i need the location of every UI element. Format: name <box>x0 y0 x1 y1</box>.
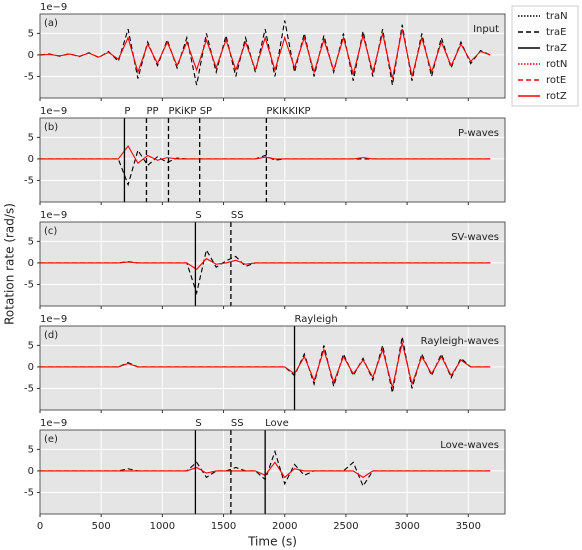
x-tick-label: 0 <box>37 521 43 532</box>
plot-frame <box>39 13 506 99</box>
phase-label: S <box>195 418 201 429</box>
x-tick-label: 3500 <box>456 521 481 532</box>
legend-label: rotZ <box>546 91 567 102</box>
y-tick-label: 5 <box>28 236 34 247</box>
phase-label: SS <box>231 418 244 429</box>
plot-frame <box>39 429 506 515</box>
plot-area <box>40 430 505 514</box>
y-axis-label: Rotation rate (rad/s) <box>3 203 17 325</box>
phase-label: SS <box>231 210 244 221</box>
panel-title: Love-waves <box>440 440 499 451</box>
legend-box <box>511 5 579 107</box>
offset-text: 1e−9 <box>40 418 67 429</box>
legend-label: traE <box>546 27 566 38</box>
panel-title: Rayleigh-waves <box>421 336 499 347</box>
legend-label: traN <box>546 11 568 22</box>
x-tick-label: 1000 <box>150 521 175 532</box>
phase-label: PKIKKIKP <box>266 106 310 117</box>
waveform <box>40 342 491 388</box>
y-tick-label: 5 <box>28 340 34 351</box>
y-tick-label: 5 <box>28 132 34 143</box>
legend-label: rotE <box>546 75 566 86</box>
plot-frame <box>39 117 506 203</box>
phase-label: SP <box>200 106 212 117</box>
y-tick-label: -5 <box>24 71 34 82</box>
panel-label: (b) <box>44 122 58 133</box>
phase-label: S <box>195 210 201 221</box>
y-tick-label: -5 <box>24 383 34 394</box>
x-axis-label: Time (s) <box>247 535 297 549</box>
panel-label: (c) <box>44 226 57 237</box>
legend-label: traZ <box>546 43 567 54</box>
offset-text: 1e−9 <box>40 210 67 221</box>
plot-area <box>40 326 505 410</box>
y-tick-label: 5 <box>28 28 34 39</box>
phase-label: PP <box>146 106 158 117</box>
y-tick-label: 5 <box>28 444 34 455</box>
panel-title: Input <box>473 24 499 35</box>
panel-label: (d) <box>44 330 58 341</box>
panel-label: (e) <box>44 434 58 445</box>
plot-area <box>40 118 505 202</box>
phase-label: Love <box>265 418 289 429</box>
offset-text: 1e−9 <box>40 106 67 117</box>
phase-label: P <box>124 106 130 117</box>
x-tick-label: 2000 <box>272 521 297 532</box>
plot-area <box>40 222 505 306</box>
y-tick-label: 0 <box>28 362 34 373</box>
x-tick-label: 1500 <box>211 521 236 532</box>
y-tick-label: 0 <box>28 466 34 477</box>
phase-label: Rayleigh <box>295 314 338 325</box>
x-tick-label: 500 <box>92 521 111 532</box>
y-tick-label: 0 <box>28 50 34 61</box>
offset-text: 1e−9 <box>40 2 67 13</box>
plot-area <box>40 14 505 98</box>
y-tick-label: 0 <box>28 154 34 165</box>
y-tick-label: -5 <box>24 175 34 186</box>
phase-label: PKiKP <box>168 106 196 117</box>
panel-title: SV-waves <box>451 232 499 243</box>
panel-title: P-waves <box>458 128 499 139</box>
waveform <box>40 145 491 165</box>
plot-frame <box>39 325 506 411</box>
waveform <box>39 28 491 79</box>
x-tick-label: 2500 <box>333 521 358 532</box>
y-tick-label: -5 <box>24 279 34 290</box>
y-tick-label: 0 <box>28 258 34 269</box>
y-tick-label: -5 <box>24 487 34 498</box>
plot-frame <box>39 221 506 307</box>
legend-label: rotN <box>546 59 567 70</box>
waveform <box>40 257 491 271</box>
panel-label: (a) <box>44 18 58 29</box>
x-tick-label: 3000 <box>394 521 419 532</box>
offset-text: 1e−9 <box>40 314 67 325</box>
